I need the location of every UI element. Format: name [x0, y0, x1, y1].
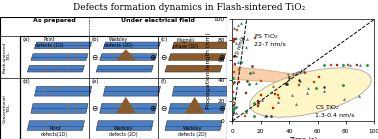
Text: (e): (e)	[91, 79, 99, 84]
Y-axis label: Propagation length (nm): Propagation length (nm)	[206, 32, 211, 109]
Polygon shape	[116, 49, 136, 60]
Polygon shape	[27, 65, 84, 72]
Polygon shape	[185, 97, 204, 113]
Text: Conventional
TiO₂: Conventional TiO₂	[3, 94, 11, 123]
Text: ⊖: ⊖	[91, 53, 98, 62]
Polygon shape	[96, 121, 153, 130]
Text: (c): (c)	[160, 38, 167, 43]
Polygon shape	[34, 42, 91, 49]
Text: FS TiO$_2$
22-7 nm/s: FS TiO$_2$ 22-7 nm/s	[254, 32, 285, 46]
Polygon shape	[116, 97, 136, 113]
Bar	[20, 36, 227, 139]
Text: (b): (b)	[91, 38, 99, 43]
Text: CS TiO$_2$
1.3-0.4 nm/s: CS TiO$_2$ 1.3-0.4 nm/s	[314, 103, 354, 117]
Text: ⊕: ⊕	[218, 104, 225, 113]
X-axis label: Time (s): Time (s)	[289, 136, 318, 139]
Text: ⊕: ⊕	[149, 53, 156, 62]
Text: (d): (d)	[23, 79, 31, 84]
Text: ⊕: ⊕	[218, 53, 225, 62]
Ellipse shape	[163, 64, 311, 82]
Polygon shape	[169, 104, 226, 113]
Ellipse shape	[250, 68, 371, 117]
Text: Wadsley
defects (2D): Wadsley defects (2D)	[178, 126, 207, 136]
Text: Wadsley
defects (2D): Wadsley defects (2D)	[104, 38, 133, 48]
Polygon shape	[165, 121, 222, 130]
Polygon shape	[100, 54, 157, 60]
Text: ⊖: ⊖	[160, 53, 167, 62]
Text: 10 nm/s: 10 nm/s	[234, 35, 246, 58]
Polygon shape	[172, 42, 229, 49]
Text: (f): (f)	[160, 79, 167, 84]
Text: Flash-sintered
TiO₂: Flash-sintered TiO₂	[3, 42, 11, 73]
Polygon shape	[169, 54, 226, 60]
Text: Wadsley
defects (2D): Wadsley defects (2D)	[109, 126, 138, 136]
Text: (a): (a)	[23, 38, 31, 43]
Text: Magnéli
phase (3D): Magnéli phase (3D)	[173, 38, 198, 49]
Text: Point
defects (1D): Point defects (1D)	[35, 38, 64, 48]
Text: Point
defects(1D): Point defects(1D)	[41, 126, 68, 136]
Polygon shape	[34, 86, 91, 96]
Polygon shape	[100, 104, 157, 113]
Text: ⊖: ⊖	[160, 104, 167, 113]
Polygon shape	[165, 65, 222, 72]
Text: Defects formation dynamics in Flash-sintered TiO₂: Defects formation dynamics in Flash-sint…	[73, 3, 305, 12]
Polygon shape	[27, 121, 84, 130]
Text: Under electrical field: Under electrical field	[121, 18, 195, 23]
Text: As prepared: As prepared	[33, 18, 76, 23]
Text: 1 nm/s: 1 nm/s	[287, 68, 306, 78]
Polygon shape	[103, 42, 160, 49]
Text: ⊖: ⊖	[91, 104, 98, 113]
Polygon shape	[172, 86, 229, 96]
Polygon shape	[103, 86, 160, 96]
Polygon shape	[96, 65, 153, 72]
Polygon shape	[31, 54, 88, 60]
Text: ⊕: ⊕	[149, 104, 156, 113]
Polygon shape	[31, 104, 88, 113]
